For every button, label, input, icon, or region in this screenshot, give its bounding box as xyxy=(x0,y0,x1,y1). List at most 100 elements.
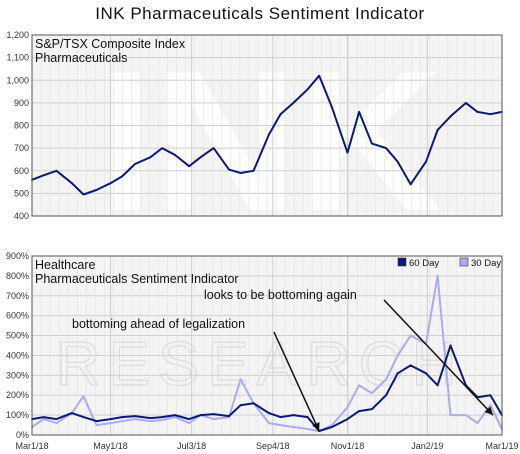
data-point xyxy=(292,101,295,104)
data-point xyxy=(121,420,124,422)
x-tick-label: Jul3/18 xyxy=(177,441,206,451)
data-point xyxy=(161,419,163,421)
data-point xyxy=(134,163,136,165)
data-point xyxy=(489,404,492,407)
annotation-arrowhead xyxy=(312,422,320,432)
data-point xyxy=(149,417,152,419)
y-tick-label: 500 xyxy=(14,188,29,198)
data-point xyxy=(161,416,163,418)
data-point xyxy=(409,183,412,186)
y-tick-label: 1,200 xyxy=(6,30,29,40)
data-point xyxy=(396,372,399,375)
annotation-arrow xyxy=(273,331,320,432)
legend-label: 30 Day xyxy=(471,258,501,269)
y-tick-label: 700% xyxy=(6,291,29,301)
data-point xyxy=(449,115,452,118)
data-point xyxy=(212,147,215,150)
data-point xyxy=(346,418,349,420)
data-point xyxy=(55,169,58,172)
data-point xyxy=(268,422,270,424)
data-point xyxy=(268,133,270,136)
data-point xyxy=(292,426,295,428)
data-point xyxy=(42,418,45,420)
y-tick-label: 1,000 xyxy=(6,75,29,85)
data-point xyxy=(489,113,492,116)
panel-title-line: S&P/TSX Composite Index xyxy=(35,37,186,51)
data-point xyxy=(71,182,73,185)
y-tick-label: 900 xyxy=(14,98,29,108)
x-tick-label: Sep4/18 xyxy=(256,441,290,451)
annotation-text: bottoming ahead of legalization xyxy=(72,317,245,331)
annotation-arrow xyxy=(383,299,494,416)
chart-title: INK Pharmaceuticals Sentiment Indicator xyxy=(95,4,425,23)
legend-swatch xyxy=(397,257,407,267)
plot-frame xyxy=(31,255,503,436)
data-point xyxy=(465,101,467,104)
y-tick-label: 800% xyxy=(6,271,29,281)
data-point xyxy=(188,165,190,168)
data-point xyxy=(121,416,124,418)
data-point xyxy=(82,395,85,398)
data-point xyxy=(239,378,242,381)
y-tick-label: 500% xyxy=(6,331,29,341)
plot-frame xyxy=(31,34,503,217)
panel-title-line: Healthcare xyxy=(35,258,95,272)
data-point xyxy=(95,424,98,426)
data-point xyxy=(358,111,360,113)
data-point xyxy=(396,354,399,357)
data-point xyxy=(385,394,388,397)
data-point xyxy=(109,422,112,424)
y-tick-label: 0% xyxy=(16,430,29,440)
data-point xyxy=(436,129,439,131)
data-point xyxy=(476,422,479,424)
data-point xyxy=(306,88,309,91)
data-point xyxy=(134,415,136,418)
data-point xyxy=(279,424,282,426)
data-point xyxy=(134,418,136,420)
data-point xyxy=(174,154,176,156)
data-point xyxy=(174,414,176,417)
data-point xyxy=(95,189,98,191)
data-point xyxy=(436,384,439,387)
y-tick-label: 800 xyxy=(14,121,29,131)
y-tick-label: 100% xyxy=(6,410,29,420)
data-point xyxy=(149,420,152,422)
data-point xyxy=(436,274,439,277)
data-point xyxy=(385,378,388,381)
data-point xyxy=(174,416,176,418)
data-point xyxy=(228,168,230,171)
data-point xyxy=(109,418,112,420)
data-point xyxy=(449,414,452,417)
data-point xyxy=(449,344,452,347)
y-tick-label: 600% xyxy=(6,311,29,321)
data-point xyxy=(212,418,215,420)
data-point xyxy=(252,402,255,405)
data-point xyxy=(331,426,333,428)
data-point xyxy=(371,142,373,145)
y-tick-label: 400 xyxy=(14,211,29,221)
data-point xyxy=(371,408,373,411)
data-point xyxy=(42,174,45,177)
y-tick-label: 900% xyxy=(6,251,29,261)
y-tick-label: 1,100 xyxy=(6,53,29,63)
panel-title-line: Pharmaceuticals xyxy=(35,51,127,65)
data-point xyxy=(476,111,479,113)
data-point xyxy=(331,106,333,109)
data-point xyxy=(396,160,399,163)
data-point xyxy=(188,422,190,424)
y-tick-label: 200% xyxy=(6,390,29,400)
data-point xyxy=(268,412,270,415)
data-point xyxy=(346,151,349,154)
y-tick-label: 700 xyxy=(14,143,29,153)
x-tick-label: Nov1/18 xyxy=(331,441,365,451)
data-point xyxy=(239,404,242,407)
panel-title-line: Pharmaceuticals Sentiment Indicator xyxy=(35,272,239,286)
data-point xyxy=(121,175,124,178)
x-tick-label: Jan2/19 xyxy=(411,441,443,451)
y-tick-label: 400% xyxy=(6,350,29,360)
data-point xyxy=(409,334,412,337)
data-point xyxy=(358,410,360,413)
data-point xyxy=(425,372,427,375)
annotation-arrowhead xyxy=(484,406,493,416)
